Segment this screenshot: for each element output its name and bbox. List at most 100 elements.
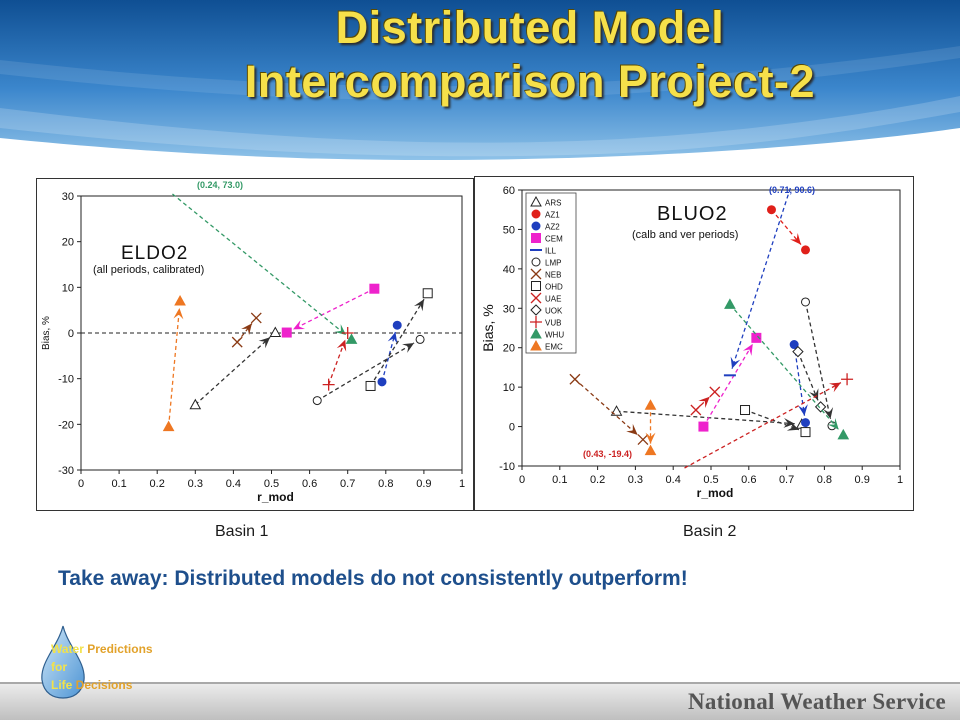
legend-neb-label: NEB <box>545 271 561 280</box>
y-tick-label: 30 <box>503 303 515 315</box>
series-2-arrowhead <box>797 404 808 416</box>
chart-subtitle: (calb and ver periods) <box>632 229 738 241</box>
offscale-point-annotation: (0.43, -19.4) <box>583 449 632 459</box>
y-tick-label: -30 <box>58 465 74 477</box>
legend-cem-label: CEM <box>545 235 563 244</box>
legend-az2-marker <box>531 221 541 231</box>
x-tick-label: 0.7 <box>340 478 355 490</box>
series-5-start-marker <box>322 378 335 391</box>
legend-ars-marker <box>530 195 542 207</box>
x-tick-label: 0.6 <box>302 478 317 490</box>
y-axis-label: Bias, % <box>480 304 496 351</box>
series-0-start-marker <box>610 405 623 416</box>
series-2-arrowhead <box>293 320 306 330</box>
x-tick-label: 1 <box>897 474 903 486</box>
series-6-end-marker <box>392 320 402 330</box>
series-0-path <box>616 410 795 425</box>
x-tick-label: 0.8 <box>378 478 393 490</box>
bluo2-chart: 60 50 40 30 20 10 0 -10 0 0.1 0.2 0.3 0.4 0.5 0.6 0.7 0.… <box>480 185 903 500</box>
series-2-end-marker <box>801 418 810 428</box>
series-3-end-marker <box>174 295 186 306</box>
series-3-arrowhead <box>173 308 184 320</box>
series-3-path <box>702 343 754 427</box>
y-tick-label: 40 <box>503 264 515 276</box>
basin-1-caption: Basin 1 <box>215 523 269 540</box>
y-tick-label: -20 <box>58 419 74 431</box>
x-tick-label: 0.5 <box>264 478 279 490</box>
series-6-end-marker <box>637 434 649 446</box>
series-1-start-marker <box>231 336 243 348</box>
x-tick-label: 0.7 <box>779 474 794 486</box>
series-7-end-marker <box>422 288 433 299</box>
series-4-arrowhead <box>334 324 347 335</box>
series-11-end-marker <box>837 428 850 440</box>
series-5-start-marker <box>801 297 810 307</box>
series-9-arrowhead <box>809 388 819 401</box>
series-9-path <box>797 351 819 401</box>
series-6-arrowhead <box>387 331 398 344</box>
series-10-end-marker <box>841 373 854 386</box>
series-1-arrowhead <box>241 323 252 336</box>
series-1-end-marker <box>801 245 810 255</box>
series-4-path <box>731 187 791 369</box>
series-12-end-marker <box>644 444 657 456</box>
series-9-start-marker <box>792 345 804 358</box>
water-predictions-logo: Water Predictions for Life Decisions <box>24 624 164 700</box>
eldo2-chart-panel: 30 20 10 0 -10 -20 -30 0 0.1 0.2 0.3 0.4 0.5 0.6 0.7 0.… <box>36 178 474 511</box>
x-tick-label: 0 <box>519 474 525 486</box>
legend-ill-label: ILL <box>545 247 557 256</box>
chart-title: BLUO2 <box>657 203 728 225</box>
series-1-end-marker <box>250 312 262 324</box>
series-11-arrowhead <box>827 417 839 430</box>
legend-emc-label: EMC <box>545 343 563 352</box>
series-5-end-marker <box>341 327 354 339</box>
series-8-start-marker <box>312 396 322 406</box>
y-tick-label: 10 <box>62 282 74 294</box>
series-7-arrowhead <box>414 299 425 312</box>
legend-vub-label: VUB <box>545 319 561 328</box>
series-4-path <box>172 193 347 336</box>
y-tick-label: 0 <box>68 328 74 340</box>
x-axis-label: r_mod <box>697 486 734 500</box>
x-tick-label: 0.3 <box>628 474 643 486</box>
series-9-end-marker <box>814 401 827 413</box>
footer-organization: National Weather Service <box>687 689 946 714</box>
x-tick-label: 1 <box>459 478 465 490</box>
legend-uok-marker <box>530 304 542 316</box>
x-tick-label: 0.9 <box>416 478 431 490</box>
legend-whu-label: WHU <box>545 331 564 340</box>
x-axis-label: r_mod <box>257 490 294 504</box>
series-2-end-marker <box>281 327 292 338</box>
x-tick-label: 0.9 <box>855 474 870 486</box>
x-tick-label: 0.1 <box>111 478 126 490</box>
y-tick-label: 0 <box>509 422 515 434</box>
y-axis-label: Bias, % <box>41 316 52 350</box>
logo-word-for: for <box>51 660 67 674</box>
series-7-path <box>370 298 425 387</box>
logo-word-water: Water <box>51 642 84 656</box>
series-8-start-marker <box>690 404 702 416</box>
chart-subtitle: (all periods, calibrated) <box>93 264 204 276</box>
title-line-2: Intercomparison Project-2 <box>244 56 816 107</box>
series-3-arrowhead <box>742 343 753 356</box>
series-6-path <box>574 378 639 436</box>
series-4-end-marker <box>345 333 358 344</box>
logo-word-decisions: Decisions <box>72 678 133 692</box>
y-tick-label: 60 <box>503 185 515 197</box>
y-tick-label: 50 <box>503 224 515 236</box>
legend-lmp-marker <box>531 257 541 267</box>
series-0-start-marker <box>189 398 202 410</box>
series-8-path <box>316 342 415 402</box>
series-2-start-marker <box>369 283 380 294</box>
y-tick-label: 10 <box>503 382 515 394</box>
series-11-start-marker <box>724 298 736 309</box>
eldo2-chart: 30 20 10 0 -10 -20 -30 0 0.1 0.2 0.3 0.4 0.5 0.6 0.7 0.… <box>41 180 465 504</box>
series-0-end-marker <box>269 326 282 338</box>
series-8-arrowhead <box>402 342 415 353</box>
series-4-arrowhead <box>730 356 741 369</box>
x-tick-label: 0.6 <box>741 474 756 486</box>
y-tick-label: 30 <box>62 191 74 203</box>
series-10-arrowhead <box>828 382 841 393</box>
series-1-path <box>770 209 802 246</box>
legend-uae-marker <box>530 292 542 304</box>
